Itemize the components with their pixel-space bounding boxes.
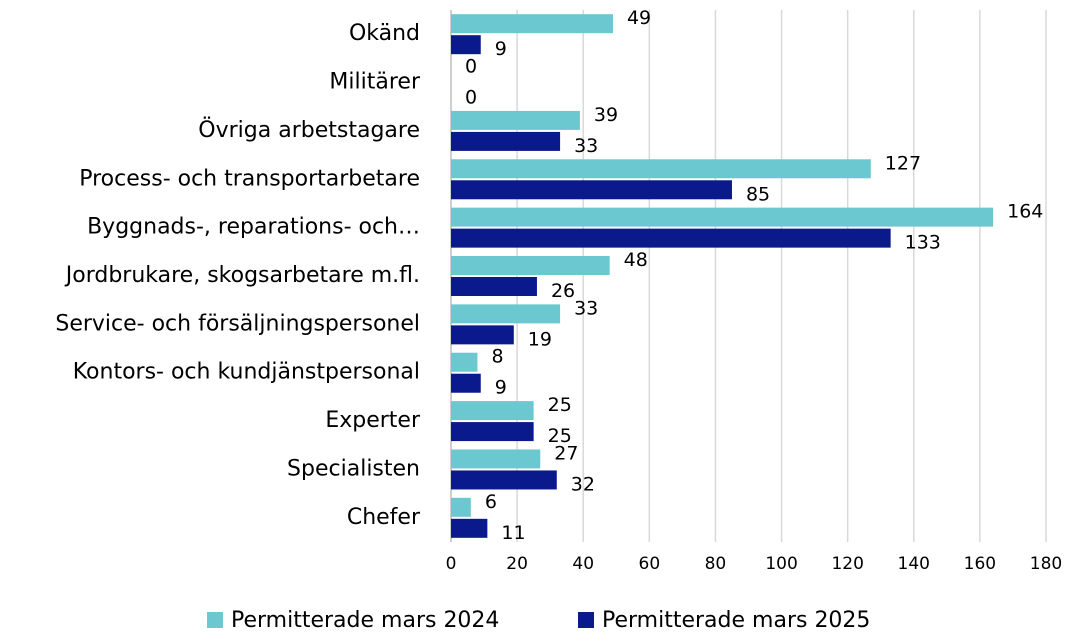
y-tick-label: Militärer: [329, 70, 421, 95]
bar: [451, 373, 481, 393]
bar: [451, 352, 478, 372]
y-tick-label: Okänd: [349, 21, 420, 46]
data-label: 39: [594, 104, 618, 126]
y-tick-label: Övriga arbetstagare: [198, 117, 420, 143]
legend-label: Permitterade mars 2025: [602, 608, 870, 633]
data-label: 127: [885, 152, 921, 174]
bar: [451, 131, 561, 151]
y-tick-label: Jordbrukare, skogsarbetare m.fl.: [64, 263, 420, 288]
data-label: 133: [905, 232, 941, 254]
legend-swatch: [207, 612, 223, 628]
legend-label: Permitterade mars 2024: [231, 608, 499, 633]
data-label: 25: [548, 394, 572, 416]
y-tick-label: Chefer: [347, 505, 421, 530]
data-label: 26: [551, 280, 575, 302]
y-tick-label: Experter: [325, 408, 421, 433]
bar: [451, 497, 471, 517]
x-tick-label: 100: [765, 554, 797, 574]
x-tick-label: 40: [572, 554, 594, 574]
bar: [451, 14, 613, 34]
data-label: 0: [465, 56, 477, 78]
data-label: 19: [528, 328, 552, 350]
bar: [451, 518, 488, 538]
x-tick-label: 120: [831, 554, 863, 574]
bar: [451, 304, 561, 324]
x-tick-label: 20: [506, 554, 528, 574]
data-label: 164: [1007, 201, 1043, 223]
data-label: 48: [624, 249, 648, 271]
data-label: 6: [485, 491, 497, 513]
y-tick-label: Process- och transportarbetare: [79, 166, 420, 191]
bar: [451, 422, 534, 442]
data-label: 33: [574, 135, 598, 157]
bar: [451, 180, 732, 200]
bar: [451, 159, 871, 179]
bar: [451, 449, 541, 469]
data-label: 0: [465, 87, 477, 109]
bar: [451, 256, 610, 275]
data-label: 9: [495, 377, 507, 399]
data-label: 32: [571, 473, 595, 495]
y-tick-label: Kontors- och kundjänstpersonal: [73, 360, 420, 385]
data-label: 85: [746, 183, 770, 205]
legend-swatch: [578, 612, 594, 628]
y-tick-label: Byggnads-, reparations- och…: [87, 215, 420, 240]
y-tick-label: Service- och försäljningspersonel: [55, 311, 420, 336]
bar: [451, 277, 537, 296]
bar: [451, 110, 580, 130]
x-tick-label: 0: [446, 554, 457, 574]
bar: [451, 325, 514, 345]
data-label: 27: [554, 442, 578, 464]
x-tick-label: 160: [964, 554, 996, 574]
data-label: 49: [627, 7, 651, 29]
x-tick-label: 60: [639, 554, 661, 574]
bar: [451, 401, 534, 421]
data-label: 8: [491, 346, 503, 368]
bar: [451, 35, 481, 55]
x-tick-label: 80: [705, 554, 727, 574]
data-label: 33: [574, 297, 598, 319]
data-label: 25: [548, 425, 572, 447]
data-label: 11: [501, 522, 525, 544]
x-tick-label: 180: [1030, 554, 1062, 574]
y-tick-label: Specialisten: [287, 456, 420, 481]
data-label: 9: [495, 38, 507, 60]
bar: [451, 228, 891, 248]
x-tick-label: 140: [898, 554, 930, 574]
bar: [451, 207, 994, 227]
bar: [451, 470, 557, 490]
